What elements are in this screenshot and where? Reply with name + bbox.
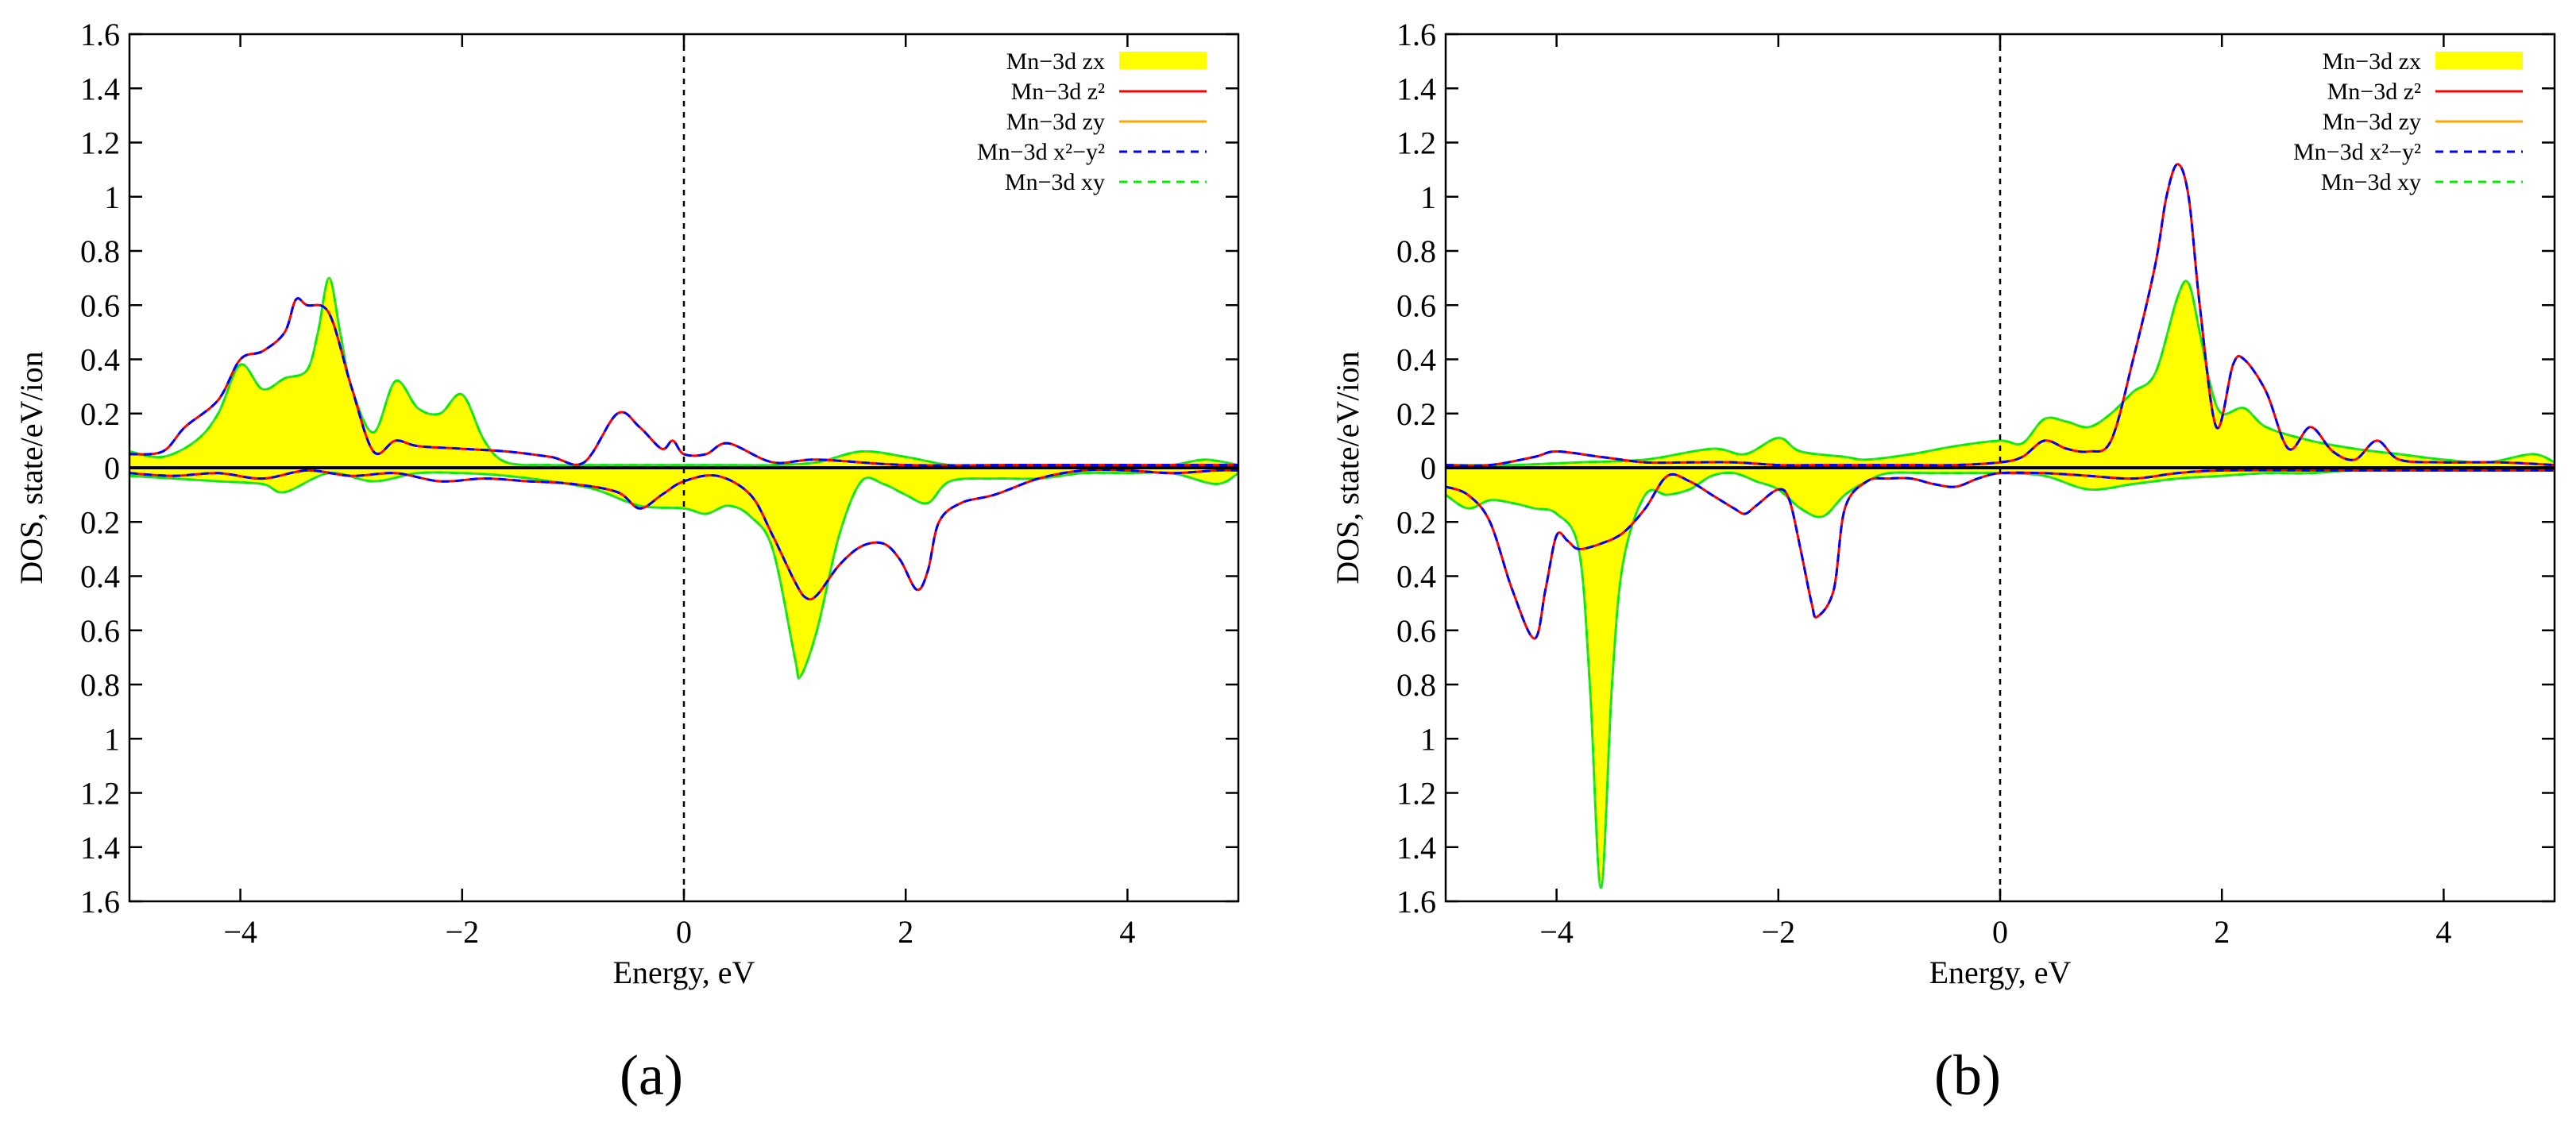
y-tick-label: 0.6 [80, 287, 120, 323]
y-tick-label: 0.2 [1396, 504, 1436, 540]
y-tick-label: 1 [1420, 721, 1436, 757]
y-tick-label: 0 [1420, 450, 1436, 486]
x-tick-label: −4 [223, 914, 257, 950]
y-tick-label: 1.6 [1396, 884, 1436, 920]
y-tick-label: 1.2 [1396, 125, 1436, 161]
y-tick-label: 1 [104, 721, 120, 757]
dos-area-zx-1 [1446, 468, 2555, 888]
y-tick-label: 1.6 [1396, 17, 1436, 52]
y-tick-label: 1.6 [80, 884, 120, 920]
x-tick-label: 0 [676, 914, 692, 950]
legend-swatch-zx [1119, 52, 1207, 69]
x-axis-label: Energy, eV [1929, 955, 2072, 990]
y-tick-label: 0.8 [80, 667, 120, 703]
y-tick-label: 0.4 [1396, 559, 1436, 595]
y-tick-label: 1.2 [80, 776, 120, 812]
panel-a: 1.6 1.4 1.2 1 0.8 0.6 0.4 0.2 0 0.2 0.4 0.6 0.8 1 1.2 1… [14, 17, 1240, 1107]
x-tick-label: −4 [1539, 914, 1574, 950]
panel-caption: (b) [1934, 1043, 2001, 1107]
y-tick-label: 0.8 [1396, 667, 1436, 703]
x-tick-label: −2 [1762, 914, 1796, 950]
legend-label-zy: Mn−3d zy [1006, 109, 1105, 135]
legend-label-zx: Mn−3d zx [1006, 48, 1105, 75]
dos-curve-x2y2-2 [129, 297, 1238, 467]
dos-curve-xy-0 [129, 276, 1238, 467]
y-tick-label: 1.4 [80, 830, 120, 866]
legend-label-x2y2: Mn−3d x²−y² [977, 139, 1105, 165]
legend-label-z2: Mn−3d z² [2327, 79, 2421, 105]
legend-label-xy: Mn−3d xy [2321, 169, 2421, 195]
y-axis-label: DOS, state/eV/ion [1330, 351, 1365, 584]
dos-curve-x2y2-3 [129, 468, 1238, 601]
y-tick-label: 0.6 [80, 613, 120, 649]
y-tick-label: 0.4 [80, 559, 120, 595]
dos-curve-xy-1 [129, 471, 1238, 680]
y-tick-label: 0.6 [1396, 613, 1436, 649]
panel-b: 1.6 1.4 1.2 1 0.8 0.6 0.4 0.2 0 0.2 0.4 0.6 0.8 1 1.2 1… [1330, 17, 2556, 1107]
x-tick-label: 4 [1119, 914, 1135, 950]
legend-label-x2y2: Mn−3d x²−y² [2293, 139, 2421, 165]
dos-area-zx-0 [129, 278, 1238, 468]
dos-curve-x2y2-2 [1446, 163, 2555, 467]
y-tick-label: 1.4 [1396, 830, 1436, 866]
legend-label-zx: Mn−3d zx [2323, 48, 2421, 75]
y-tick-label: 1.4 [1396, 71, 1436, 106]
y-tick-label: 1 [1420, 179, 1436, 215]
y-tick-label: 0.4 [80, 342, 120, 378]
legend-swatch-zx [2435, 52, 2523, 69]
dos-curve-xy-0 [1446, 280, 2555, 467]
x-tick-label: −2 [446, 914, 480, 950]
y-tick-label: 0.2 [80, 504, 120, 540]
y-tick-label: 1.4 [80, 71, 120, 106]
dos-curve-x2y2-3 [1446, 469, 2555, 640]
x-tick-label: 4 [2435, 914, 2451, 950]
x-tick-label: 2 [2214, 914, 2230, 950]
y-tick-label: 0.8 [80, 233, 120, 269]
y-axis-label: DOS, state/eV/ion [14, 351, 49, 584]
y-tick-label: 1.2 [80, 125, 120, 161]
legend-label-z2: Mn−3d z² [1011, 79, 1105, 105]
plot-area [129, 276, 1238, 680]
y-tick-label: 0.2 [80, 396, 120, 432]
y-tick-label: 0 [104, 450, 120, 486]
y-tick-label: 1.6 [80, 17, 120, 52]
plot-area [1446, 163, 2555, 889]
y-tick-label: 0.8 [1396, 233, 1436, 269]
y-tick-label: 1 [104, 179, 120, 215]
y-tick-label: 0.4 [1396, 342, 1436, 378]
y-tick-label: 0.2 [1396, 396, 1436, 432]
x-tick-label: 2 [898, 914, 913, 950]
dos-curve-xy-1 [1446, 469, 2555, 889]
x-axis-label: Energy, eV [613, 955, 755, 990]
legend-label-xy: Mn−3d xy [1005, 169, 1105, 195]
x-tick-label: 0 [1992, 914, 2008, 950]
legend: Mn−3d zx Mn−3d z² Mn−3d zy Mn−3d x²−y² Mn−3d… [977, 48, 1207, 195]
legend-label-zy: Mn−3d zy [2323, 109, 2421, 135]
legend: Mn−3d zx Mn−3d z² Mn−3d zy Mn−3d x²−y² Mn−3d… [2293, 48, 2523, 195]
y-tick-label: 0.6 [1396, 287, 1436, 323]
y-tick-label: 1.2 [1396, 776, 1436, 812]
panel-caption: (a) [620, 1043, 683, 1107]
